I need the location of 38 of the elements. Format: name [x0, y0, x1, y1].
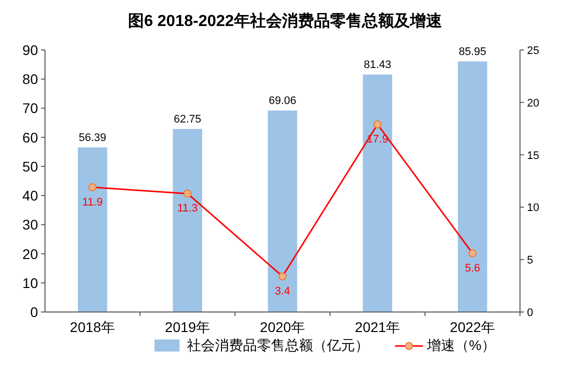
y-tick-label: 10	[22, 274, 38, 291]
bar	[268, 110, 298, 312]
legend-label: 社会消费品零售总额（亿元）	[187, 337, 369, 353]
y2-tick-label: 0	[527, 307, 534, 319]
data-label: 3.4	[274, 285, 290, 298]
y-tick-label: 30	[22, 216, 38, 233]
bar	[362, 74, 392, 312]
bar	[458, 61, 488, 312]
data-label: 11.9	[82, 196, 103, 208]
data-label: 85.95	[458, 46, 486, 58]
x-tick-label: 2021年	[354, 319, 400, 335]
x-tick-label: 2019年	[164, 319, 210, 335]
data-label: 5.6	[464, 262, 480, 274]
x-tick-label: 2020年	[260, 319, 306, 335]
data-label: 81.43	[364, 58, 392, 71]
y-tick-label: 90	[22, 42, 38, 58]
data-label: 11.3	[177, 202, 198, 215]
y2-tick-label: 15	[527, 150, 540, 162]
y2-tick-label: 20	[527, 97, 540, 110]
y2-tick-label: 25	[527, 45, 540, 57]
data-label: 56.39	[78, 132, 106, 144]
y2-tick-label: 5	[527, 254, 534, 267]
x-tick-label: 2022年	[450, 319, 496, 335]
y-tick-label: 70	[22, 100, 38, 116]
y-tick-label: 80	[22, 71, 38, 88]
legend-label: 增速（%）	[426, 337, 496, 353]
y-tick-label: 0	[30, 304, 38, 320]
y-tick-label: 40	[22, 188, 38, 204]
data-label: 69.06	[268, 94, 296, 107]
data-label: 62.75	[174, 113, 202, 126]
y2-tick-label: 10	[527, 202, 540, 214]
y-tick-label: 20	[22, 246, 38, 262]
y-tick-label: 50	[22, 158, 38, 174]
chart-title: 图6 2018-2022年社会消费品零售总额及增速	[128, 12, 443, 30]
x-tick-label: 2018年	[70, 319, 116, 335]
y-tick-label: 60	[22, 129, 38, 146]
bar	[172, 128, 202, 312]
bar	[78, 147, 108, 312]
